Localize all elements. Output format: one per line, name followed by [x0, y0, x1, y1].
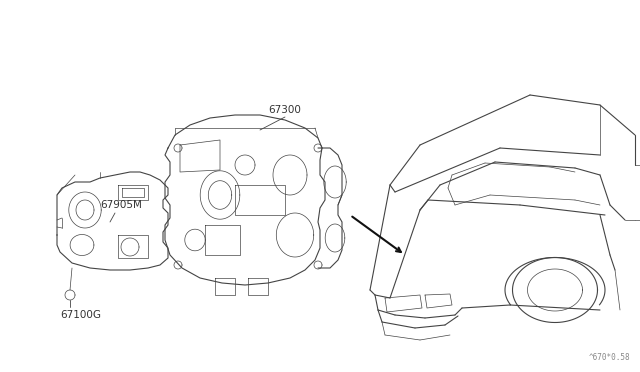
Text: 67100G: 67100G [60, 310, 101, 320]
Text: ^670*0.58: ^670*0.58 [589, 353, 631, 362]
Text: 67905M: 67905M [100, 200, 142, 210]
Text: 67300: 67300 [268, 105, 301, 115]
